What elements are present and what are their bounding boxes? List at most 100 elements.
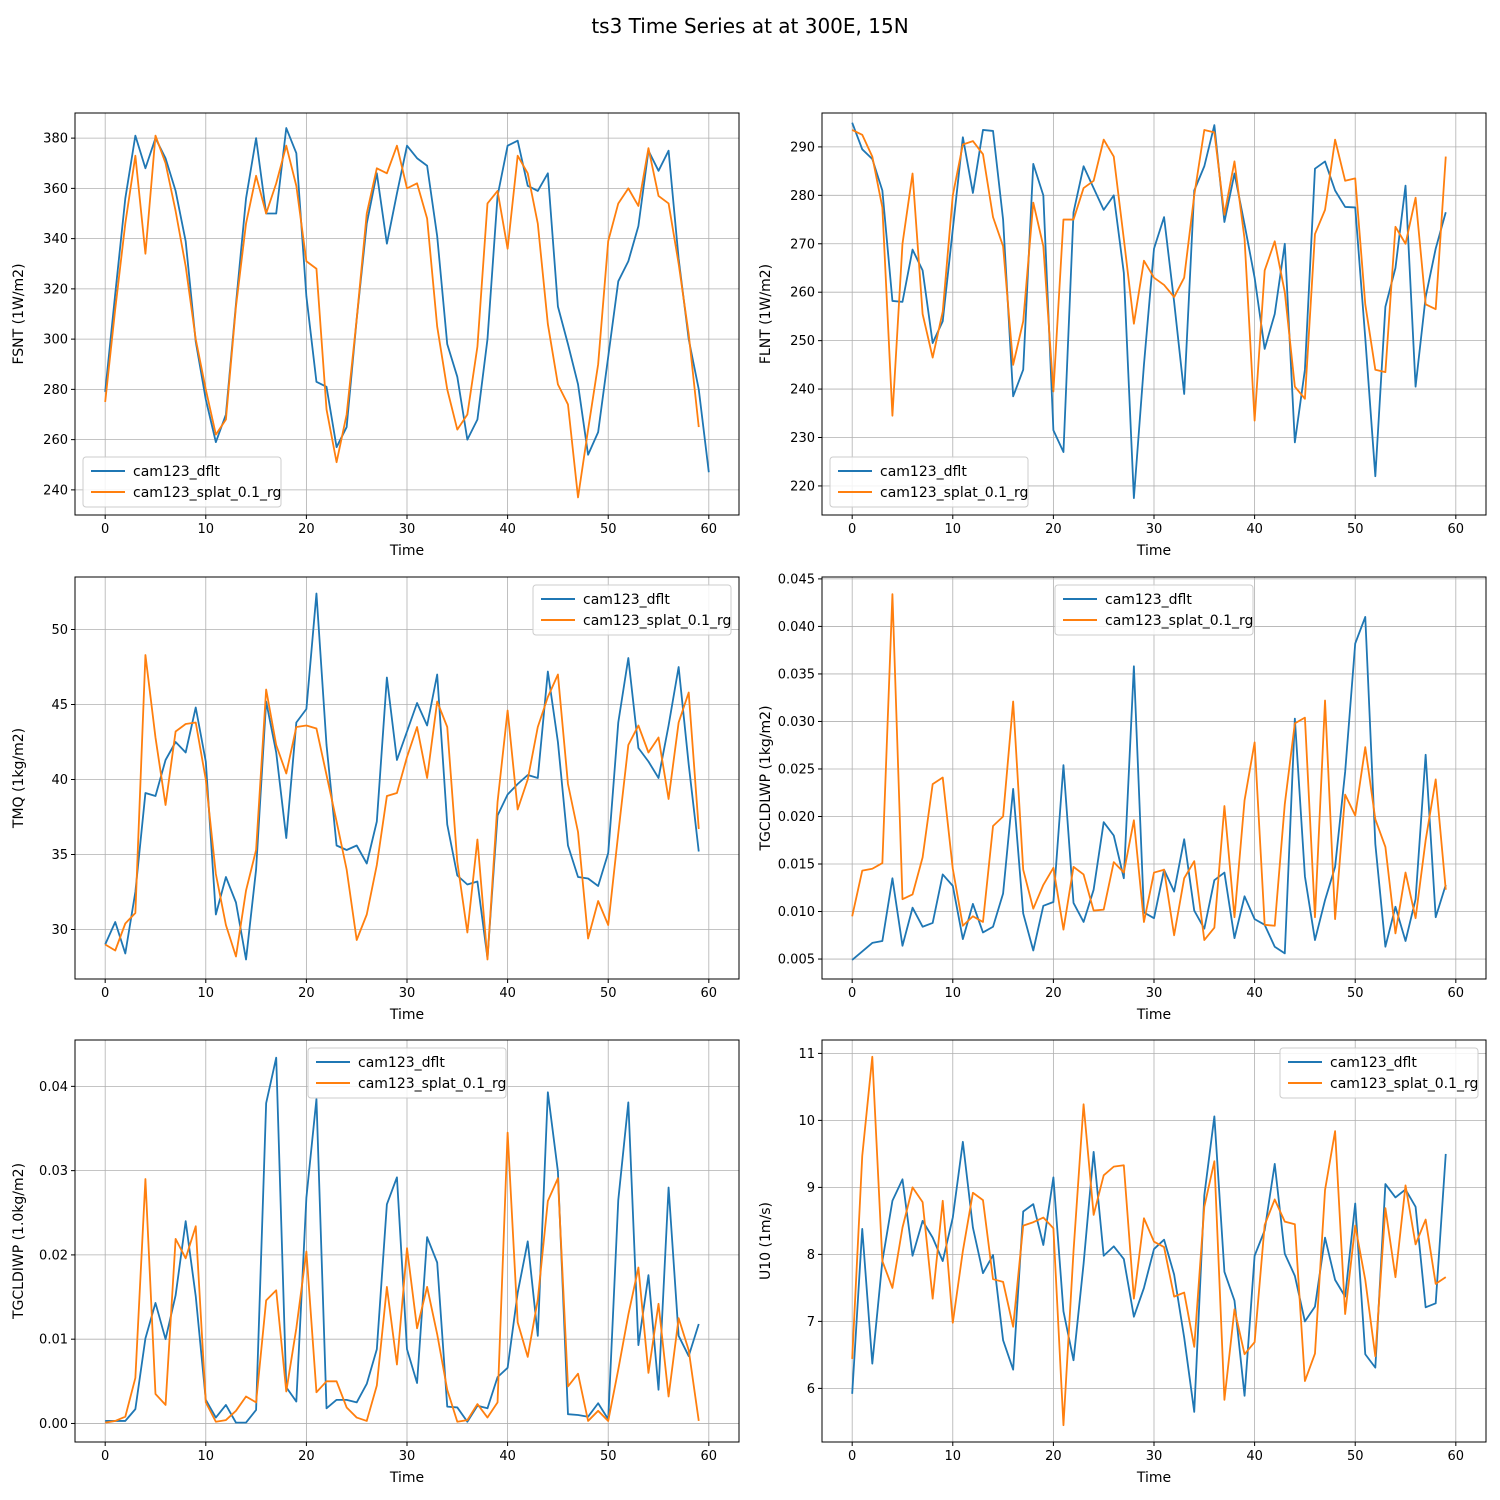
- x-axis-label: Time: [389, 543, 424, 559]
- x-tick-label: 30: [1146, 522, 1163, 537]
- legend: cam123_dflt cam123_splat_0.1_rg: [307, 1047, 507, 1099]
- y-tick-label: 260: [43, 433, 68, 448]
- x-axis-label: Time: [389, 1007, 424, 1023]
- x-tick-label: 30: [1146, 986, 1163, 1001]
- series-line-cam123_dflt: [851, 122, 1447, 499]
- y-tick-label: 220: [790, 479, 815, 494]
- y-tick-label: 270: [790, 237, 815, 252]
- x-tick-label: 20: [1045, 986, 1062, 1001]
- subplot-3: 0 10 20 30 40 50 60 30 35 40 45 50 Time TMQ (1kg/m2) c…: [11, 576, 740, 1023]
- x-tick-label: 60: [701, 522, 718, 537]
- x-tick-label: 40: [499, 522, 516, 537]
- x-tick-label: 50: [600, 1449, 617, 1464]
- x-tick-label: 30: [399, 1449, 416, 1464]
- y-tick-label: 380: [43, 132, 68, 147]
- legend-label: cam123_dflt: [133, 464, 220, 480]
- x-tick-label: 60: [1448, 1449, 1465, 1464]
- y-tick-label: 0.010: [778, 905, 815, 920]
- y-tick-label: 0.02: [39, 1248, 68, 1263]
- y-tick-label: 300: [43, 333, 68, 348]
- series-line-cam123_dflt: [105, 1056, 700, 1424]
- series-line-cam123_splat_0.1_rg: [851, 129, 1447, 422]
- legend-box: [532, 584, 732, 636]
- x-tick-label: 40: [1246, 986, 1263, 1001]
- legend-box: [82, 456, 282, 508]
- x-tick-label: 20: [298, 986, 315, 1001]
- series-line-cam123_dflt: [104, 592, 700, 961]
- legend: cam123_dflt cam123_splat_0.1_rg: [1054, 584, 1254, 636]
- x-tick-label: 0: [101, 986, 109, 1001]
- legend-label: cam123_dflt: [1105, 592, 1192, 608]
- legend-box: [829, 456, 1029, 508]
- series-line-cam123_splat_0.1_rg: [851, 1055, 1447, 1427]
- y-axis-label: FLNT (1W/m2): [758, 264, 774, 364]
- x-tick-label: 10: [198, 986, 215, 1001]
- y-tick-label: 0.035: [778, 667, 815, 682]
- y-axis-label: TMQ (1kg/m2): [11, 728, 27, 829]
- y-axis-label: TGCLDLWP (1kg/m2): [758, 705, 774, 851]
- legend-label: cam123_splat_0.1_rg: [880, 485, 1028, 501]
- x-tick-label: 10: [945, 986, 962, 1001]
- legend: cam123_dflt cam123_splat_0.1_rg: [829, 456, 1029, 508]
- y-tick-label: 320: [43, 282, 68, 297]
- x-tick-label: 40: [1246, 522, 1263, 537]
- figure-title: ts3 Time Series at at 300E, 15N: [591, 14, 909, 38]
- y-tick-label: 250: [790, 334, 815, 349]
- x-tick-label: 60: [1448, 986, 1465, 1001]
- y-tick-label: 9: [807, 1181, 815, 1196]
- series-line-cam123_splat_0.1_rg: [851, 593, 1447, 941]
- x-tick-label: 20: [298, 522, 315, 537]
- x-tick-label: 20: [1045, 522, 1062, 537]
- x-tick-label: 40: [499, 986, 516, 1001]
- y-axis-label: FSNT (1W/m2): [11, 263, 27, 364]
- legend: cam123_dflt cam123_splat_0.1_rg: [1279, 1047, 1479, 1099]
- y-tick-label: 0.01: [39, 1333, 68, 1348]
- legend-label: cam123_splat_0.1_rg: [1105, 613, 1253, 629]
- y-tick-label: 7: [807, 1315, 815, 1330]
- y-tick-label: 50: [51, 623, 68, 638]
- subplot-5: 0 10 20 30 40 50 60 0.00 0.01 0.02 0.03 0.04 Time TGC…: [11, 1039, 740, 1486]
- x-tick-label: 10: [945, 522, 962, 537]
- x-tick-label: 10: [198, 522, 215, 537]
- legend-label: cam123_dflt: [583, 592, 670, 608]
- x-tick-label: 50: [1347, 986, 1364, 1001]
- legend-label: cam123_dflt: [1330, 1055, 1417, 1071]
- x-axis-label: Time: [1136, 1470, 1171, 1486]
- y-tick-label: 6: [807, 1382, 815, 1397]
- y-tick-label: 0.00: [39, 1417, 68, 1432]
- x-axis-label: Time: [1136, 543, 1171, 559]
- x-tick-label: 60: [701, 1449, 718, 1464]
- y-tick-label: 45: [51, 698, 68, 713]
- subplot-4: 0 10 20 30 40 50 60 0.005 0.010 0.015 0.020 0.025 0.…: [758, 572, 1487, 1023]
- y-tick-label: 230: [790, 431, 815, 446]
- y-tick-label: 0.04: [39, 1080, 68, 1095]
- x-tick-label: 40: [499, 1449, 516, 1464]
- legend: cam123_dflt cam123_splat_0.1_rg: [532, 584, 732, 636]
- y-tick-label: 0.015: [778, 858, 815, 873]
- x-tick-label: 0: [101, 522, 109, 537]
- legend-label: cam123_splat_0.1_rg: [583, 613, 731, 629]
- legend-label: cam123_dflt: [880, 464, 967, 480]
- x-tick-label: 20: [298, 1449, 315, 1464]
- y-tick-label: 0.03: [39, 1164, 68, 1179]
- y-tick-label: 8: [807, 1248, 815, 1263]
- y-tick-label: 10: [798, 1114, 815, 1129]
- legend: cam123_dflt cam123_splat_0.1_rg: [82, 456, 282, 508]
- subplot-6: 0 10 20 30 40 50 60 6 7 8 9 10 11 Time U10 (1m/s) cam12…: [758, 1039, 1487, 1486]
- y-tick-label: 30: [51, 923, 68, 938]
- x-tick-label: 60: [701, 986, 718, 1001]
- x-tick-label: 30: [399, 986, 416, 1001]
- y-tick-label: 290: [790, 140, 815, 155]
- y-axis-label: U10 (1m/s): [758, 1202, 774, 1280]
- y-tick-label: 0.020: [778, 810, 815, 825]
- x-tick-label: 0: [848, 986, 856, 1001]
- y-tick-label: 0.025: [778, 762, 815, 777]
- x-tick-label: 50: [1347, 1449, 1364, 1464]
- series-line-cam123_splat_0.1_rg: [104, 654, 700, 961]
- x-tick-label: 20: [1045, 1449, 1062, 1464]
- x-tick-label: 30: [399, 522, 416, 537]
- legend-box: [1279, 1047, 1479, 1099]
- subplot-2: 0 10 20 30 40 50 60 220 230 240 250 260 270 280 290 Tim…: [758, 112, 1487, 559]
- x-tick-label: 0: [848, 1449, 856, 1464]
- series-line-cam123_splat_0.1_rg: [105, 1131, 700, 1424]
